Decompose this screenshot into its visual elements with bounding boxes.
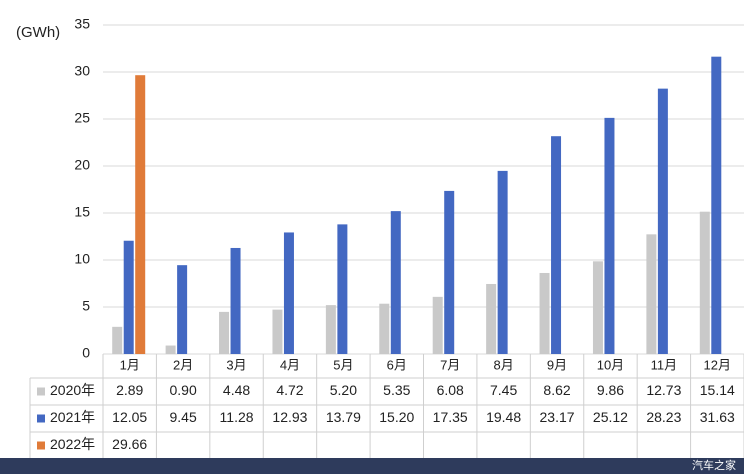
bar [123,240,134,354]
x-tick-label: 5月 [333,357,353,372]
bar [272,309,283,354]
legend-swatch [37,441,45,450]
table-value: 6.08 [437,382,464,398]
table-value: 0.90 [170,382,197,398]
bar [165,345,176,354]
legend-swatch [37,414,45,423]
table-value: 9.45 [170,409,197,425]
table-value: 12.05 [112,409,147,425]
bar [699,211,710,354]
legend-label: 2021年 [50,409,95,425]
legend-label: 2020年 [50,382,95,398]
table-value: 11.28 [220,409,254,425]
bar [646,234,657,354]
bar [592,261,603,354]
y-tick-label: 25 [74,110,90,126]
table-value: 25.12 [593,409,628,425]
bar [711,56,722,354]
bar [135,75,146,355]
bar [337,224,348,354]
table-value: 15.20 [379,409,414,425]
legend-label: 2022年 [50,436,95,452]
table-value: 2.89 [116,382,143,398]
table-value: 31.63 [700,409,735,425]
table-value: 4.72 [276,382,303,398]
table-value: 23.17 [540,409,575,425]
x-tick-label: 12月 [704,357,731,372]
bar [230,247,241,354]
table-value: 12.73 [646,382,681,398]
y-tick-label: 15 [74,204,90,220]
x-tick-label: 11月 [651,357,678,372]
bar [551,136,562,354]
x-tick-label: 10月 [597,357,624,372]
y-tick-label: 35 [74,16,90,32]
bar [657,88,668,354]
bar [325,305,336,354]
x-tick-label: 2月 [173,357,193,372]
bar [219,311,230,354]
footer-band [0,458,744,474]
table-value: 28.23 [646,409,681,425]
table-value: 15.14 [700,382,735,398]
x-tick-label: 3月 [226,357,246,372]
bar [112,326,123,354]
bar [539,272,550,354]
bar [604,117,615,354]
y-tick-label: 20 [74,157,90,173]
table-value: 29.66 [112,436,147,452]
table-value: 17.35 [433,409,468,425]
y-tick-label: 10 [74,251,90,267]
legend-swatch [37,387,45,396]
table-value: 13.79 [326,409,361,425]
x-tick-label: 1月 [120,357,140,372]
bar [486,283,497,354]
bar [379,303,390,354]
table-value: 5.35 [383,382,410,398]
y-tick-label: 0 [82,345,90,361]
bar [390,211,401,354]
y-tick-label: 30 [74,63,90,79]
y-axis-label: (GWh) [16,24,60,41]
bar [497,170,508,354]
watermark: 汽车之家 [692,458,736,472]
table-value: 19.48 [486,409,521,425]
table-value: 5.20 [330,382,357,398]
x-tick-label: 7月 [440,357,460,372]
table-value: 9.86 [597,382,624,398]
x-tick-label: 9月 [547,357,567,372]
table-value: 12.93 [272,409,307,425]
x-tick-label: 6月 [387,357,407,372]
y-tick-label: 5 [82,298,90,314]
bar [177,265,188,354]
table-value: 8.62 [543,382,570,398]
bar [444,190,455,354]
x-tick-label: 8月 [494,357,514,372]
table-value: 7.45 [490,382,517,398]
bar [432,296,443,354]
x-tick-label: 4月 [280,357,300,372]
table-value: 4.48 [223,382,250,398]
bar [283,232,294,354]
